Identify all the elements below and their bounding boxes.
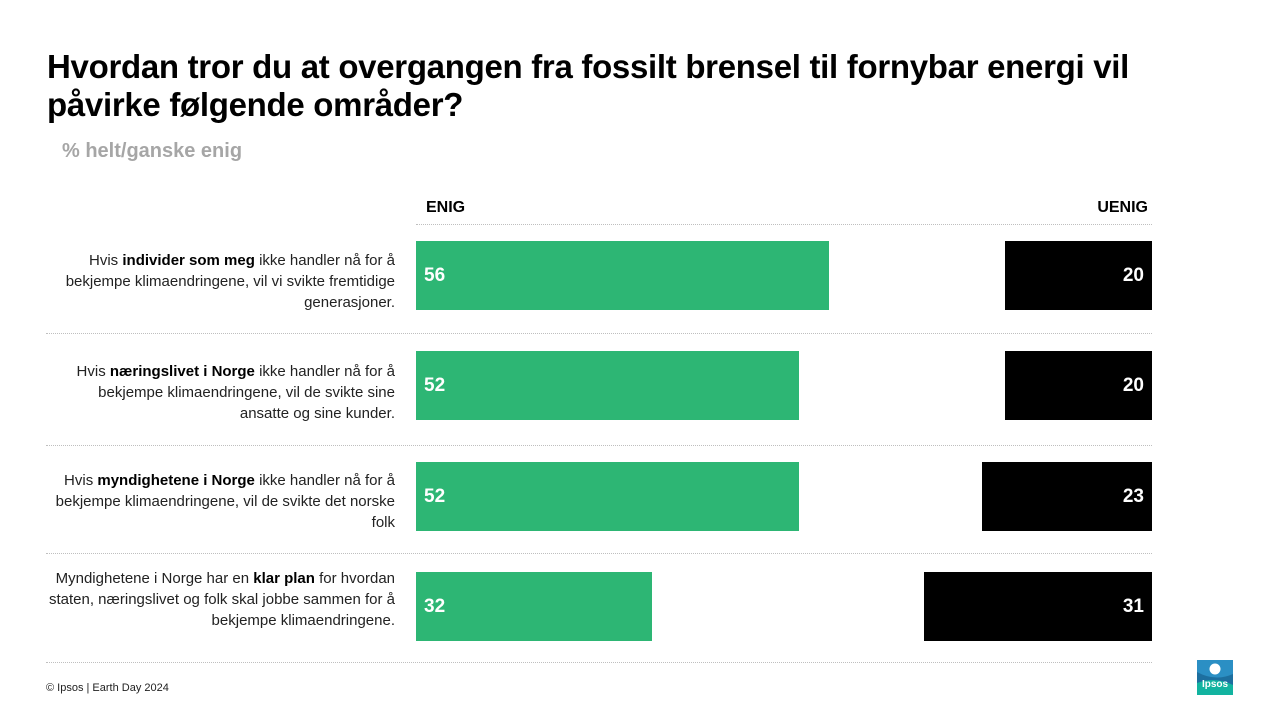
- disagree-column-header: UENIG: [1097, 199, 1148, 216]
- agree-column-header: ENIG: [426, 199, 466, 216]
- disagree-value-label: 23: [1122, 485, 1144, 507]
- agree-bar: 52: [416, 462, 800, 531]
- ipsos-logo: Ipsos: [1197, 660, 1233, 695]
- row-divider: [416, 224, 1152, 225]
- agree-value-label: 52: [424, 485, 446, 507]
- chart-subtitle: % helt/ganske enig: [62, 140, 243, 162]
- disagree-bar: 20: [1004, 241, 1152, 310]
- category-label: Hvis myndighetene i Norge ikke handler n…: [55, 472, 395, 531]
- chart-title: Hvordan tror du at overgangen fra fossil…: [47, 48, 1129, 123]
- disagree-value-label: 20: [1122, 264, 1144, 286]
- agree-value-label: 56: [424, 264, 446, 286]
- row-divider: [46, 553, 1152, 554]
- disagree-bar: 20: [1004, 351, 1152, 420]
- row-divider: [46, 333, 1152, 334]
- agree-value-label: 32: [424, 595, 446, 617]
- agree-bar: 52: [416, 351, 800, 420]
- row-divider: [46, 662, 1152, 663]
- disagree-bar: 23: [982, 462, 1152, 531]
- agree-bar: 32: [416, 572, 652, 641]
- agree-bar: 56: [416, 241, 829, 310]
- row-divider: [46, 445, 1152, 446]
- disagree-bar: 31: [923, 572, 1152, 641]
- disagree-value-label: 31: [1122, 595, 1144, 617]
- footer-copyright: © Ipsos | Earth Day 2024: [46, 682, 169, 694]
- agree-value-label: 52: [424, 374, 446, 396]
- category-label: Hvis næringslivet i Norge ikke handler n…: [76, 363, 395, 422]
- disagree-value-label: 20: [1122, 374, 1144, 396]
- category-label: Hvis individer som meg ikke handler nå f…: [65, 252, 395, 311]
- category-label: Myndighetene i Norge har en klar plan fo…: [48, 570, 395, 629]
- logo-text: Ipsos: [1202, 679, 1229, 690]
